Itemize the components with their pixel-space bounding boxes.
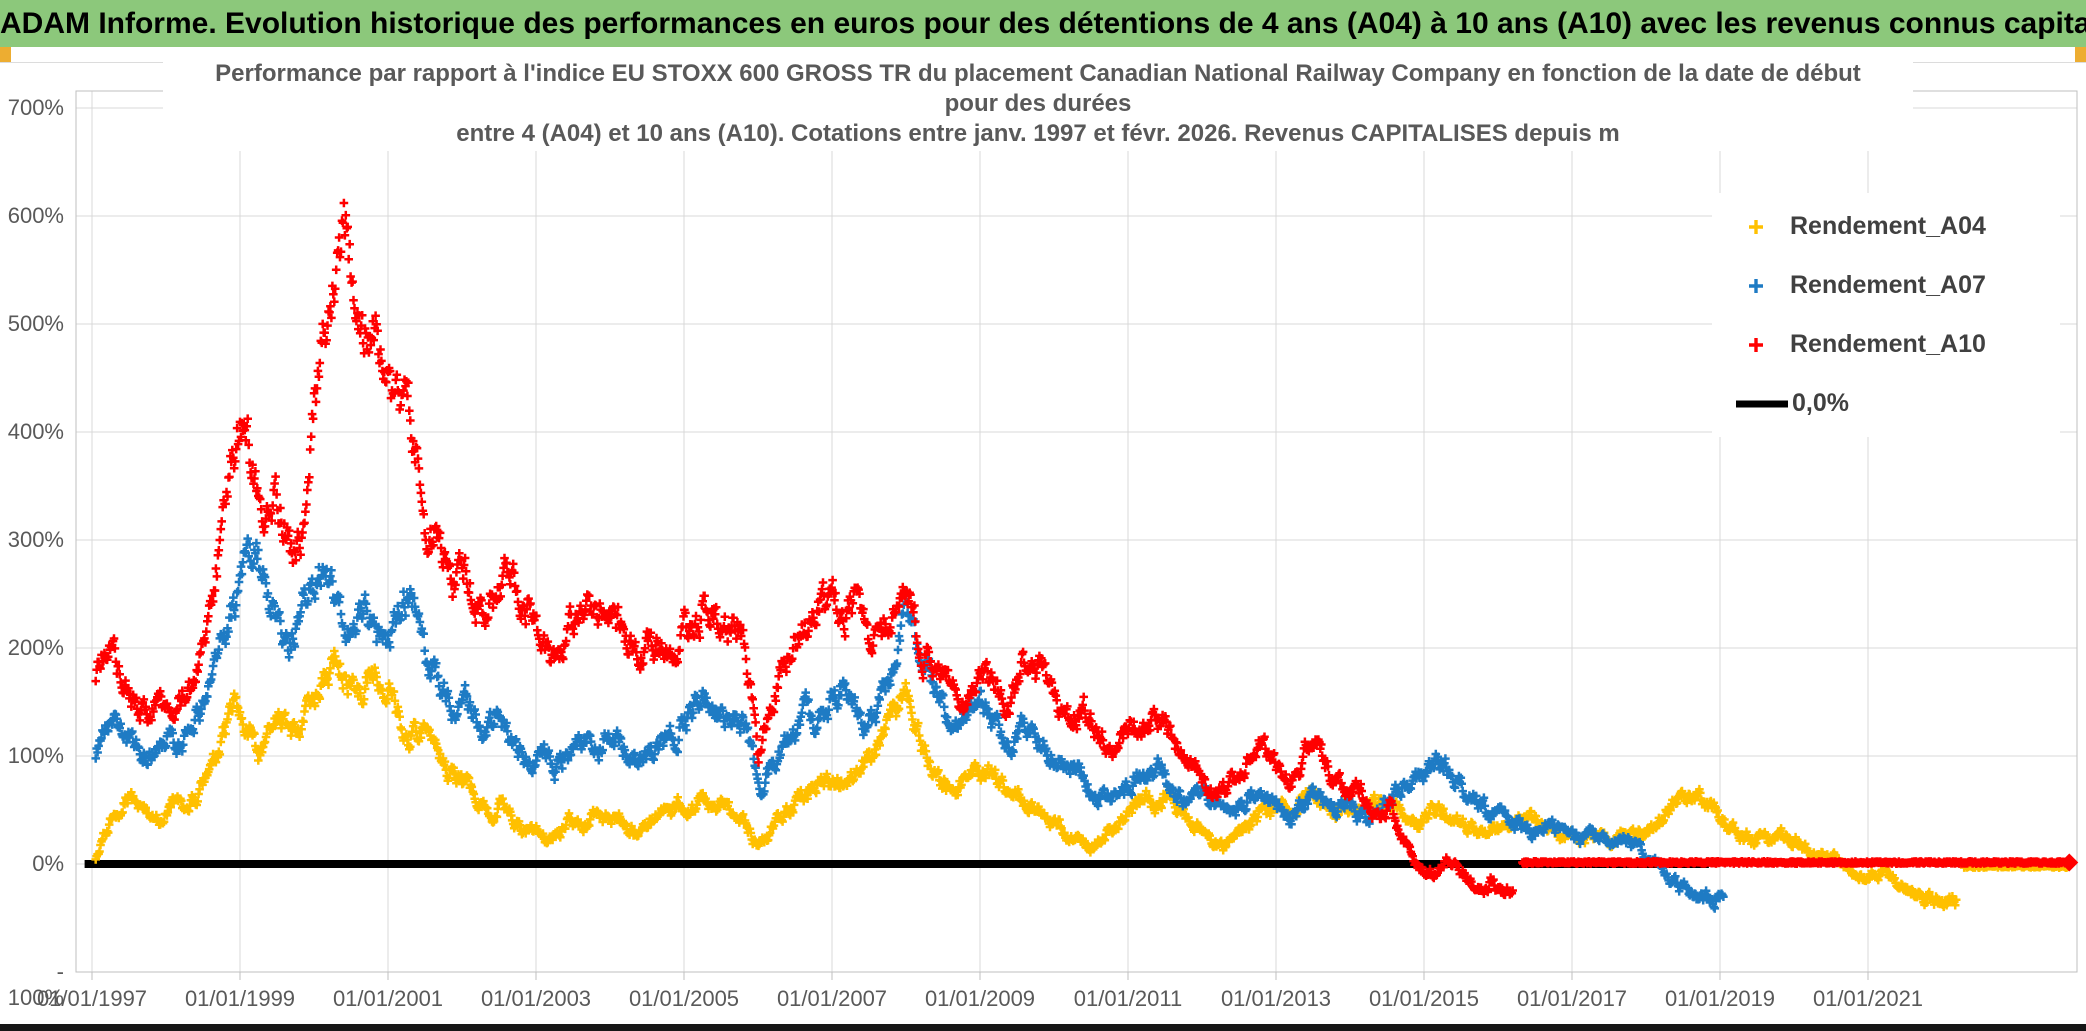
x-axis-label: 01/01/2019 <box>1664 986 1776 1011</box>
y-axis-label: 500% <box>7 311 64 336</box>
legend-item-rendement-a04: Rendement_A04 <box>1712 197 2060 256</box>
flat-zero-end-diamond <box>2060 853 2079 872</box>
chart-title-line-1: Performance par rapport à l'indice EU ST… <box>215 60 1861 87</box>
series-rendement-a10-points <box>91 198 1517 900</box>
legend-item-0-0-: 0,0% <box>1712 374 2060 433</box>
legend-label: Rendement_A07 <box>1790 271 1986 299</box>
legend-plus-icon <box>1734 276 1778 296</box>
performance-scatter-chart <box>75 90 2079 980</box>
legend-label: Rendement_A04 <box>1790 212 1986 240</box>
banner-title: ADAM Informe. Evolution historique des p… <box>0 7 2086 40</box>
y-axis-label: 0% <box>32 851 64 876</box>
x-axis-label: 01/01/2007 <box>776 986 888 1011</box>
series-group <box>84 198 2079 913</box>
banner: ADAM Informe. Evolution historique des p… <box>0 0 2086 47</box>
bottom-edge-bar <box>0 1024 2086 1031</box>
x-axis-label: 01/01/2001 <box>332 986 444 1011</box>
x-axis-label: 01/01/1997 <box>36 986 148 1011</box>
y-axis-label: 300% <box>7 527 64 552</box>
y-axis-label: 400% <box>7 419 64 444</box>
x-axis-label: 01/01/2017 <box>1516 986 1628 1011</box>
x-axis-label: 01/01/2013 <box>1220 986 1332 1011</box>
chart-title-line-3: entre 4 (A04) et 10 ans (A10). Cotations… <box>456 120 1620 147</box>
legend-plus-icon <box>1734 217 1778 237</box>
legend-plus-icon <box>1734 335 1778 355</box>
x-axis-label: 01/01/2015 <box>1368 986 1480 1011</box>
gold-accent-left <box>0 47 11 63</box>
y-axis-label: - 100% <box>7 959 64 1010</box>
x-axis-label: 01/01/2011 <box>1073 986 1183 1011</box>
y-axis-label: 100% <box>7 743 64 768</box>
x-axis-label: 01/01/2009 <box>924 986 1036 1011</box>
series-rendement-a04-points <box>91 646 1961 912</box>
flat-zero-markers <box>1518 857 2073 868</box>
x-axis-label: 01/01/2021 <box>1812 986 1924 1011</box>
series-rendement-a07-points <box>91 534 1728 913</box>
legend-line-swatch <box>1734 394 1790 414</box>
y-axis-label: 600% <box>7 203 64 228</box>
x-axis-label: 01/01/2003 <box>480 986 592 1011</box>
x-axis-label: 01/01/1999 <box>184 986 296 1011</box>
chart-title: Performance par rapport à l'indice EU ST… <box>163 57 1913 151</box>
legend-label: 0,0% <box>1792 389 1849 417</box>
chart-legend: Rendement_A04 Rendement_A07 Rendement_A10 0… <box>1712 193 2060 437</box>
legend-item-rendement-a10: Rendement_A10 <box>1712 315 2060 374</box>
legend-label: Rendement_A10 <box>1790 330 1986 358</box>
chart-area: Performance par rapport à l'indice EU ST… <box>0 57 2086 1025</box>
x-axis-label: 01/01/2005 <box>628 986 740 1011</box>
chart-title-line-2: pour des durées <box>944 90 1132 117</box>
y-axis-label: 200% <box>7 635 64 660</box>
y-axis-label: 700% <box>7 95 64 120</box>
gold-accent-right-top <box>2075 47 2086 63</box>
legend-item-rendement-a07: Rendement_A07 <box>1712 256 2060 315</box>
